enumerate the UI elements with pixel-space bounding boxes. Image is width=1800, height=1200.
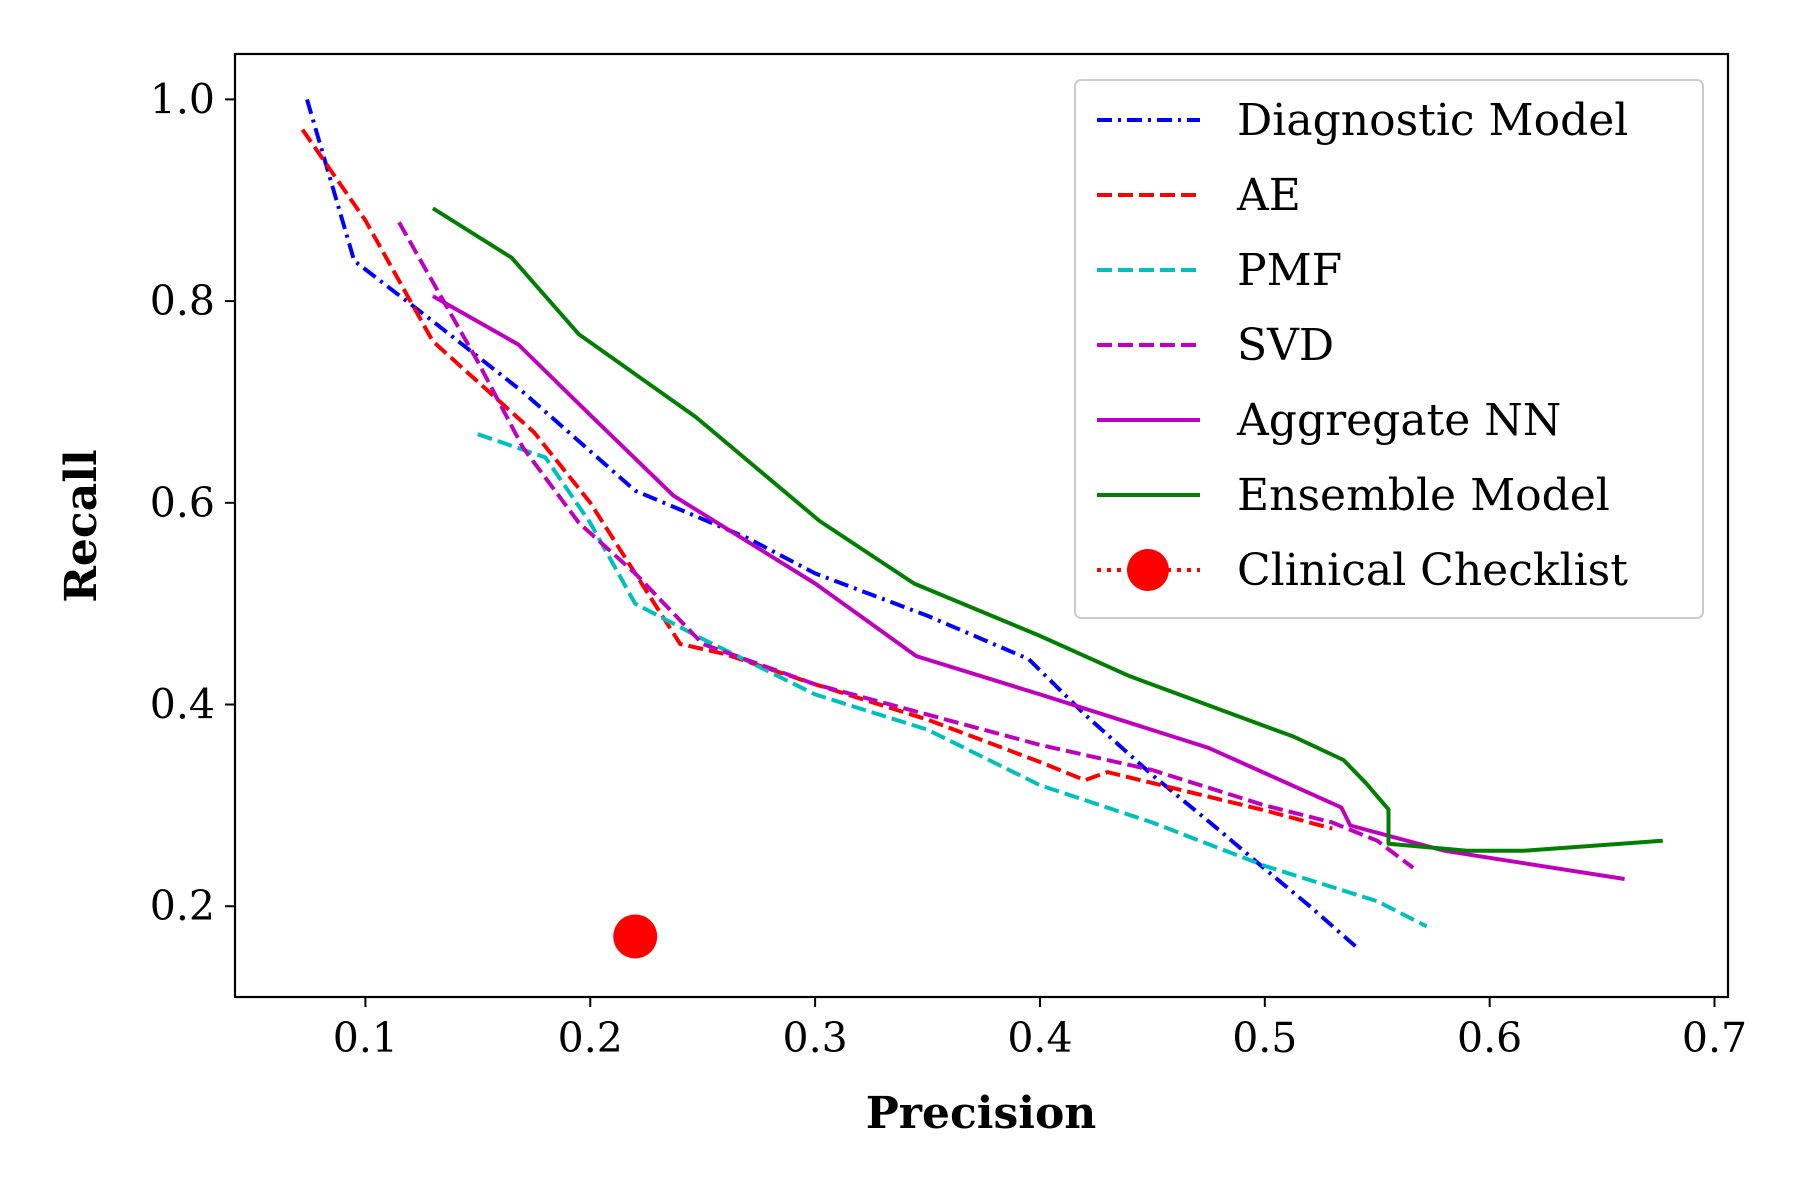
legend-marker-clinical-checklist [1127, 549, 1169, 591]
y-tick-label: 0.6 [150, 479, 215, 527]
pmf-line [477, 432, 1428, 929]
x-axis: 0.1 0.2 0.3 0.4 0.5 0.6 0.7 [333, 997, 1747, 1062]
legend-label-ensemble-model: Ensemble Model [1237, 470, 1610, 521]
x-tick-label: 0.2 [558, 1014, 623, 1062]
ae-line [300, 128, 1333, 831]
clinical-checklist-point [613, 914, 658, 959]
y-tick-label: 1.0 [150, 75, 215, 123]
diagnostic-model-line [305, 98, 1361, 952]
x-tick-label: 0.6 [1457, 1014, 1522, 1062]
legend: Diagnostic Model AE PMF SVD Aggregate NN Ense… [1074, 79, 1704, 619]
legend-label-svd: SVD [1237, 320, 1334, 371]
x-tick-label: 0.7 [1682, 1014, 1747, 1062]
x-axis-title: Precision [866, 1088, 1097, 1139]
series-layer [300, 98, 1663, 959]
ensemble-model-line [431, 206, 1663, 853]
legend-box [1074, 79, 1704, 619]
legend-label-diagnostic-model: Diagnostic Model [1237, 95, 1628, 146]
y-axis-title: Recall [56, 449, 107, 602]
x-tick-label: 0.1 [333, 1014, 398, 1062]
x-tick-label: 0.3 [783, 1014, 848, 1062]
x-tick-label: 0.5 [1232, 1014, 1297, 1062]
y-tick-label: 0.2 [150, 882, 215, 930]
plot-frame [233, 52, 1730, 999]
svd-line [397, 221, 1415, 870]
legend-label-ae: AE [1236, 170, 1301, 221]
y-tick-label: 0.4 [150, 681, 215, 729]
legend-label-pmf: PMF [1237, 245, 1342, 296]
aggregate-nn-line [431, 294, 1625, 881]
x-tick-label: 0.4 [1007, 1014, 1072, 1062]
legend-label-clinical-checklist: Clinical Checklist [1237, 545, 1628, 596]
legend-label-aggregate-nn: Aggregate NN [1236, 395, 1561, 446]
y-tick-label: 0.8 [150, 277, 215, 325]
y-axis: 0.2 0.4 0.6 0.8 1.0 [150, 75, 235, 930]
